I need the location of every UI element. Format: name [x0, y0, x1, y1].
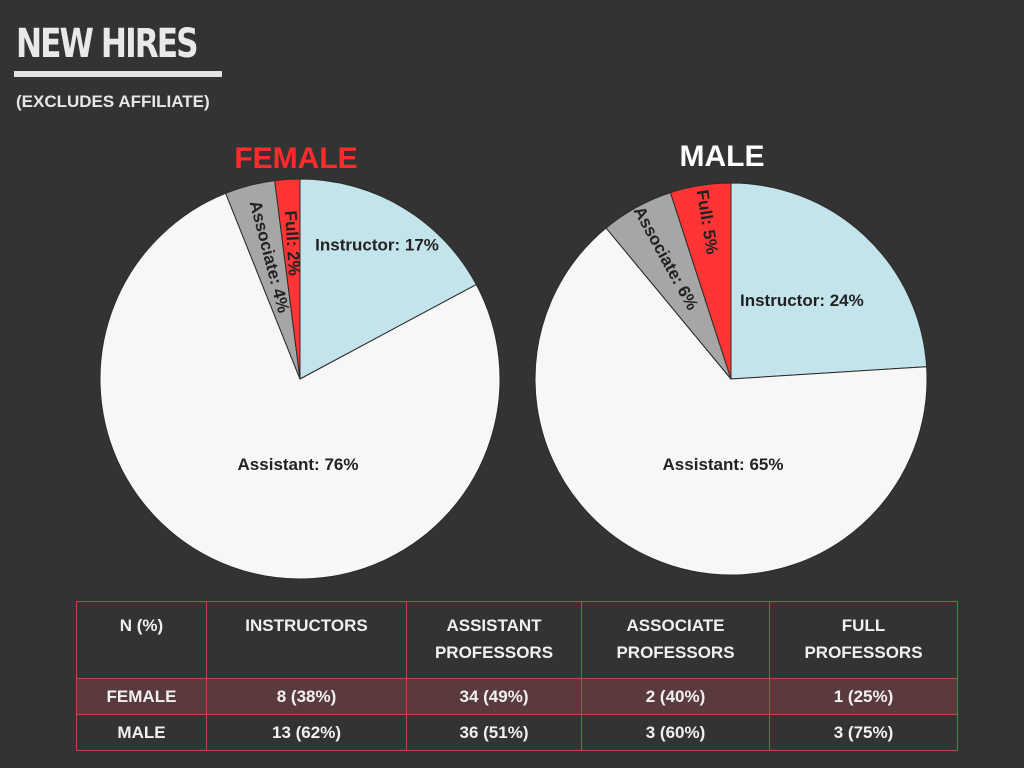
pie-slice-instructor	[730, 182, 928, 380]
page-subtitle: (EXCLUDES AFFILIATE)	[16, 92, 210, 111]
header-full-professors: FULL PROFESSORS	[769, 601, 958, 679]
table-cell: 13 (62%)	[206, 714, 407, 751]
slice-label-assistant: Assistant: 76%	[238, 455, 359, 474]
table-cell: 34 (49%)	[406, 678, 582, 715]
slice-label-full: Full: 2%	[281, 210, 304, 276]
header-associate-professors: ASSOCIATE PROFESSORS	[581, 601, 770, 679]
table-cell: 3 (75%)	[769, 714, 958, 751]
table-header-row: N (%) INSTRUCTORS ASSISTANT PROFESSORS AS…	[76, 601, 958, 679]
header-instructors: INSTRUCTORS	[206, 601, 407, 679]
pie-slice-full	[274, 178, 301, 380]
slice-label-instructor: Instructor: 24%	[740, 291, 864, 310]
slice-label-instructor: Instructor: 17%	[315, 235, 439, 254]
table-cell: 1 (25%)	[769, 678, 958, 715]
female-pie: Instructor: 17%Assistant: 76%Associate: …	[99, 178, 501, 580]
title-underline	[14, 71, 222, 77]
table-row-male: MALE 13 (62%) 36 (51%) 3 (60%) 3 (75%)	[76, 714, 958, 751]
male-pie: Instructor: 24%Assistant: 65%Associate: …	[534, 182, 928, 576]
table-cell: 8 (38%)	[206, 678, 407, 715]
table-cell: 2 (40%)	[581, 678, 770, 715]
table-cell: 36 (51%)	[406, 714, 582, 751]
header-n-pct: N (%)	[76, 601, 207, 679]
pie-charts: FEMALE MALE Instructor: 17% Assistant: 76…	[99, 140, 928, 580]
new-hires-table: N (%) INSTRUCTORS ASSISTANT PROFESSORS AS…	[76, 601, 958, 751]
slice-label-assistant: Assistant: 65%	[663, 455, 784, 474]
male-pie-title: MALE	[680, 140, 765, 173]
table-cell: 3 (60%)	[581, 714, 770, 751]
female-pie-title: FEMALE	[234, 142, 357, 175]
pie-slice-full	[669, 182, 732, 380]
pie-slice-assistant	[534, 227, 928, 576]
pie-slice-instructor	[299, 178, 477, 380]
table-row-female: FEMALE 8 (38%) 34 (49%) 2 (40%) 1 (25%)	[76, 678, 958, 715]
header-assistant-professors: ASSISTANT PROFESSORS	[406, 601, 582, 679]
row-label: FEMALE	[76, 678, 207, 715]
pie-slice-assistant	[99, 192, 501, 580]
row-label: MALE	[76, 714, 207, 751]
page-title: NEW HIRES	[16, 21, 199, 67]
